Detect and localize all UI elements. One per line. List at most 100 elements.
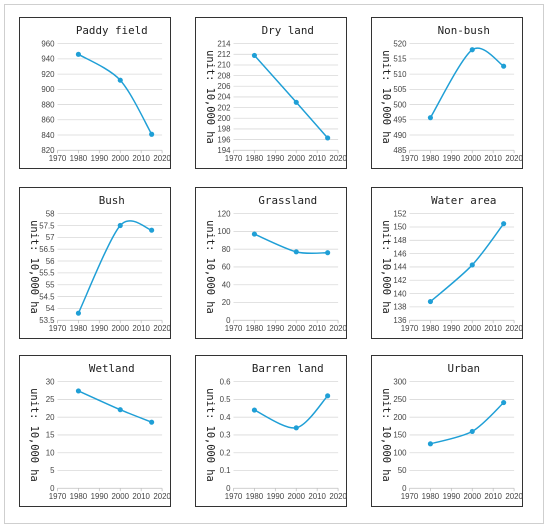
x-tick-label: 2010	[308, 154, 326, 163]
y-tick-label: 80	[222, 245, 231, 254]
x-tick-label: 2020	[505, 492, 522, 501]
y-axis-label: unit: 10,000 ha	[28, 388, 40, 482]
x-tick-label: 2010	[132, 492, 150, 501]
x-tick-label: 1990	[91, 154, 109, 163]
x-tick-label: 1970	[401, 154, 419, 163]
data-point	[469, 47, 475, 53]
x-tick-label: 1980	[246, 492, 264, 501]
y-tick-label: 57.5	[39, 221, 55, 230]
chart-panel-barren-land: Barren land unit: 10,000 ha 0 0.1 0.2 0.3 0.4 0…	[195, 355, 347, 507]
x-tick-label: 1970	[225, 154, 243, 163]
x-tick-label: 1990	[267, 324, 285, 333]
y-tick-label: 820	[41, 146, 55, 155]
y-tick-label: 0.1	[220, 466, 231, 475]
data-point	[501, 221, 507, 227]
x-tick-label: 1970	[49, 324, 67, 333]
data-point	[251, 231, 257, 237]
y-tick-label: 920	[41, 70, 55, 79]
chart-panel-wetland: Wetland unit: 10,000 ha 0 5 10 15 20 25 30 1970 19…	[19, 355, 171, 507]
y-tick-label: 144	[393, 263, 407, 272]
chart-svg: Grassland unit: 10,000 ha 0 20 40 60 80 100 120 1…	[204, 194, 346, 333]
y-tick-label: 53.5	[39, 316, 55, 325]
y-tick-label: 142	[393, 276, 406, 285]
data-point	[75, 51, 81, 57]
y-tick-label: 214	[217, 39, 231, 48]
data-point	[325, 393, 331, 399]
x-tick-label: 2010	[484, 492, 502, 501]
y-tick-label: 148	[393, 236, 407, 245]
y-tick-label: 940	[41, 55, 55, 64]
chart-panel-bush: Bush unit: 10,000 ha 53.5 54 54.5 55 55.5 56 56.…	[19, 187, 171, 339]
x-tick-label: 2000	[111, 154, 129, 163]
x-tick-label: 1990	[443, 154, 461, 163]
y-tick-label: 55	[46, 280, 55, 289]
y-tick-label: 485	[393, 146, 407, 155]
x-tick-label: 1980	[422, 492, 440, 501]
data-point	[293, 425, 299, 431]
y-tick-label: 5	[50, 466, 55, 475]
y-tick-label: 900	[41, 85, 55, 94]
y-tick-label: 500	[393, 100, 407, 109]
chart-title: Paddy field	[76, 24, 148, 37]
x-tick-label: 1970	[225, 324, 243, 333]
x-tick-label: 2020	[329, 492, 346, 501]
y-tick-label: 10	[46, 448, 55, 457]
x-tick-label: 1990	[91, 492, 109, 501]
x-tick-label: 2000	[287, 492, 305, 501]
x-tick-label: 1980	[246, 154, 264, 163]
y-tick-label: 840	[41, 131, 55, 140]
y-tick-label: 505	[393, 85, 407, 94]
y-tick-label: 25	[46, 395, 55, 404]
data-point	[117, 407, 123, 413]
data-point	[251, 52, 257, 58]
y-tick-label: 100	[393, 448, 407, 457]
y-tick-label: 0.4	[220, 413, 232, 422]
data-point	[325, 250, 331, 256]
x-tick-label: 2010	[308, 324, 326, 333]
y-tick-label: 56	[46, 257, 55, 266]
series-line	[78, 53, 153, 135]
y-tick-label: 58	[46, 209, 55, 218]
x-tick-label: 2010	[308, 492, 326, 501]
y-tick-label: 0	[226, 316, 231, 325]
x-tick-label: 2010	[484, 154, 502, 163]
y-tick-label: 140	[393, 289, 407, 298]
y-tick-label: 515	[393, 55, 407, 64]
y-tick-label: 200	[393, 413, 407, 422]
data-point	[501, 63, 507, 69]
chart-title: Grassland	[258, 194, 317, 207]
x-tick-label: 2020	[505, 154, 522, 163]
y-tick-label: 20	[46, 413, 55, 422]
data-point	[117, 222, 123, 229]
y-tick-label: 250	[393, 395, 407, 404]
x-tick-label: 2000	[287, 324, 305, 333]
data-point	[427, 299, 433, 305]
y-tick-label: 0.2	[220, 448, 231, 457]
x-tick-label: 2020	[329, 154, 346, 163]
chart-title: Non-bush	[438, 24, 490, 37]
y-tick-label: 200	[217, 114, 231, 123]
series-line	[429, 223, 505, 303]
chart-svg: Barren land unit: 10,000 ha 0 0.1 0.2 0.3 0.4 0…	[204, 362, 346, 501]
data-point	[293, 249, 299, 255]
y-tick-label: 54	[46, 304, 55, 313]
y-tick-label: 960	[41, 39, 55, 48]
chart-panel-dry-land: Dry land unit: 10,000 ha 194 196 198 200 202 20…	[195, 17, 347, 169]
y-tick-label: 210	[217, 61, 231, 70]
chart-panel-grassland: Grassland unit: 10,000 ha 0 20 40 60 80 100 120 1…	[195, 187, 347, 339]
y-tick-label: 860	[41, 116, 55, 125]
x-tick-label: 2010	[132, 154, 150, 163]
y-tick-label: 30	[46, 377, 55, 386]
x-tick-label: 1970	[49, 492, 67, 501]
y-tick-label: 15	[46, 431, 55, 440]
y-axis-label: unit: 10,000 ha	[380, 50, 392, 144]
y-tick-label: 54.5	[39, 292, 55, 301]
y-tick-label: 50	[398, 466, 407, 475]
x-tick-label: 1980	[70, 324, 88, 333]
x-tick-label: 2000	[111, 492, 129, 501]
y-tick-label: 150	[393, 223, 407, 232]
